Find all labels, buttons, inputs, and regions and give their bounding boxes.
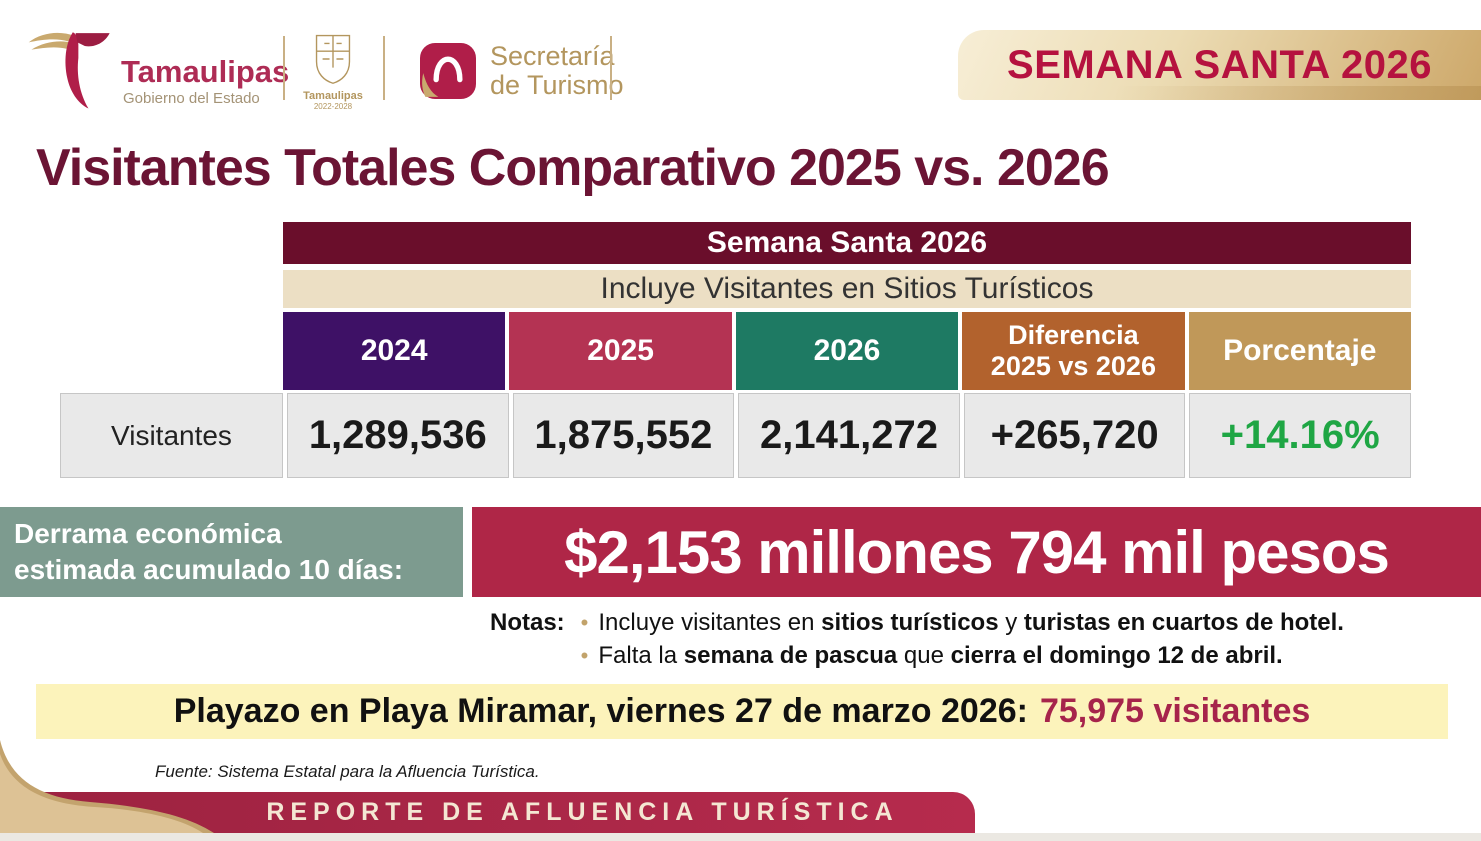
playazo-text: Playazo en Playa Miramar, viernes 27 de … <box>173 692 1028 730</box>
secretaria-line2: de Turismo <box>490 70 624 101</box>
value-2026: 2,141,272 <box>738 393 960 478</box>
value-2025: 1,875,552 <box>512 393 735 478</box>
value-diferencia: +265,720 <box>963 393 1186 478</box>
col-header-diferencia: Diferencia 2025 vs 2026 <box>962 312 1185 390</box>
note-text-bold: turistas en cuartos de hotel <box>1023 609 1338 636</box>
brand-name: Tamaulipas <box>121 54 290 89</box>
derrama-label-line1: Derrama económica <box>14 517 282 549</box>
col-header-2026: 2026 <box>735 312 959 390</box>
derrama-label-line2: estimada acumulado 10 días: <box>14 554 404 585</box>
secretaria-line1: Secretaría <box>490 41 615 71</box>
footer-title: REPORTE DE AFLUENCIA TURÍSTICA <box>266 798 899 826</box>
header-divider <box>383 36 385 100</box>
tamaulipas-logo: Tamaulipas Gobierno del Estado <box>25 26 289 112</box>
turismo-badge-icon <box>420 43 476 100</box>
bullet-icon: • <box>580 643 589 668</box>
col-header-porcentaje: Porcentaje <box>1188 312 1411 390</box>
table-header-row: 2024 2025 2026 Diferencia 2025 vs 2026 P… <box>283 312 1411 390</box>
visitors-table: Semana Santa 2026 Incluye Visitantes en … <box>60 222 1411 478</box>
secretaria-turismo-logo: Secretaría de Turismo <box>420 41 624 101</box>
secretaria-text: Secretaría de Turismo <box>490 41 624 101</box>
note-text: . <box>1337 609 1344 636</box>
page-title: Visitantes Totales Comparativo 2025 vs. … <box>36 139 1110 197</box>
table-banner: Semana Santa 2026 <box>283 222 1411 264</box>
notes-label: Notas: <box>490 609 565 636</box>
notes-list: • Incluye visitantes en sitios turísticos… <box>581 606 1344 672</box>
state-seal: Tamaulipas 2022-2028 <box>301 33 365 111</box>
seal-name: Tamaulipas <box>303 90 363 102</box>
note-item: • Falta la semana de pascua que cierra el… <box>581 639 1344 672</box>
row-label: Visitantes <box>60 393 283 478</box>
derrama-amount-banner: $2,153 millones 794 mil pesos <box>472 507 1481 597</box>
header-divider <box>283 36 285 100</box>
coat-of-arms-icon <box>315 34 351 84</box>
notes-section: Notas: • Incluye visitantes en sitios tur… <box>490 606 1344 672</box>
header-divider <box>610 36 612 100</box>
seal-years: 2022-2028 <box>313 102 353 112</box>
note-text: . <box>1276 642 1283 669</box>
note-text: que <box>897 642 951 669</box>
col-header-2024: 2024 <box>283 312 506 390</box>
table-data-row: Visitantes 1,289,536 1,875,552 2,141,272… <box>60 393 1411 478</box>
value-2024: 1,289,536 <box>287 393 509 478</box>
source-note: Fuente: Sistema Estatal para la Afluenci… <box>155 762 540 781</box>
brand-text: Tamaulipas Gobierno del Estado <box>121 56 289 107</box>
derrama-label: Derrama económica estimada acumulado 10 … <box>0 507 463 597</box>
gold-swoosh-decoration <box>0 740 214 833</box>
note-text-bold: sitios turísticos <box>821 609 999 636</box>
tamaulipas-bird-icon <box>28 32 110 109</box>
table-subtitle: Incluye Visitantes en Sitios Turísticos <box>283 270 1411 308</box>
note-text: Incluye visitantes en <box>598 609 822 636</box>
bullet-icon: • <box>580 610 589 635</box>
note-text-bold: cierra el domingo 12 de abril <box>950 642 1277 669</box>
derrama-amount: $2,153 millones 794 mil pesos <box>564 518 1390 586</box>
bottom-strip <box>0 833 1481 841</box>
note-text-bold: semana de pascua <box>683 642 898 669</box>
note-text: y <box>998 609 1024 636</box>
playazo-banner: Playazo en Playa Miramar, viernes 27 de … <box>36 684 1448 739</box>
event-banner-text: SEMANA SANTA 2026 <box>1007 42 1432 87</box>
playazo-highlight: 75,975 visitantes <box>1039 692 1311 730</box>
brand-subtitle: Gobierno del Estado <box>123 90 260 107</box>
note-text: Falta la <box>598 642 684 669</box>
col-header-2025: 2025 <box>509 312 732 390</box>
value-porcentaje: +14.16% <box>1189 393 1411 478</box>
note-item: • Incluye visitantes en sitios turísticos… <box>581 606 1344 639</box>
event-banner: SEMANA SANTA 2026 <box>958 30 1481 100</box>
